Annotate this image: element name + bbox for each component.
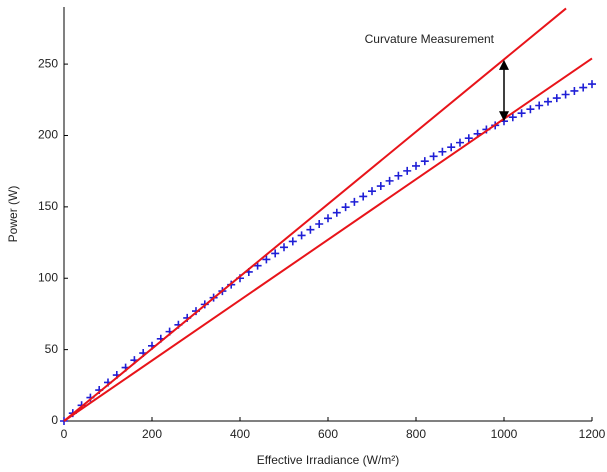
x-tick-label: 1000 bbox=[491, 427, 518, 441]
data-point bbox=[429, 152, 438, 161]
y-tick-label: 200 bbox=[38, 128, 58, 142]
data-point bbox=[447, 143, 456, 152]
data-point bbox=[526, 105, 535, 114]
data-point bbox=[262, 255, 271, 264]
data-point bbox=[324, 214, 332, 223]
x-tick-label: 800 bbox=[406, 427, 426, 441]
data-point bbox=[306, 225, 315, 234]
arrow-head bbox=[499, 59, 509, 70]
y-tick-label: 0 bbox=[51, 413, 58, 427]
y-tick-label: 50 bbox=[45, 342, 59, 356]
y-axis-label: Power (W) bbox=[6, 186, 20, 243]
data-point bbox=[561, 90, 570, 99]
y-tick-label: 150 bbox=[38, 199, 58, 213]
arrow-head bbox=[499, 111, 509, 122]
data-point bbox=[394, 171, 403, 180]
data-point bbox=[385, 176, 394, 185]
data-point bbox=[315, 219, 324, 228]
x-tick-label: 200 bbox=[142, 427, 162, 441]
data-point bbox=[438, 147, 447, 156]
data-point bbox=[376, 182, 385, 191]
data-point bbox=[412, 161, 420, 170]
x-tick-label: 1200 bbox=[579, 427, 606, 441]
data-point bbox=[297, 231, 306, 240]
data-point bbox=[359, 192, 368, 201]
data-point bbox=[579, 83, 588, 92]
annotation-label: Curvature Measurement bbox=[365, 32, 495, 46]
data-point bbox=[288, 237, 297, 246]
data-point bbox=[403, 166, 412, 175]
data-point bbox=[544, 97, 552, 106]
x-axis-label: Effective Irradiance (W/m²) bbox=[257, 453, 399, 467]
data-point bbox=[535, 101, 544, 110]
data-point bbox=[280, 243, 288, 252]
data-point bbox=[271, 249, 280, 258]
data-point bbox=[588, 80, 596, 89]
x-tick-label: 400 bbox=[230, 427, 250, 441]
y-tick-label: 100 bbox=[38, 270, 58, 284]
data-point bbox=[570, 86, 579, 95]
data-point bbox=[552, 94, 561, 103]
data-point bbox=[332, 208, 341, 217]
data-point bbox=[368, 187, 376, 196]
x-tick-label: 0 bbox=[61, 427, 68, 441]
data-point bbox=[464, 134, 473, 143]
data-point bbox=[508, 113, 517, 122]
x-tick-label: 600 bbox=[318, 427, 338, 441]
data-point bbox=[420, 157, 429, 166]
y-tick-label: 250 bbox=[38, 56, 58, 70]
data-point bbox=[341, 203, 350, 212]
fit-line bbox=[63, 7, 567, 422]
data-point bbox=[456, 138, 464, 147]
data-point bbox=[350, 197, 359, 206]
data-point bbox=[517, 109, 526, 118]
fit-line bbox=[63, 57, 593, 422]
